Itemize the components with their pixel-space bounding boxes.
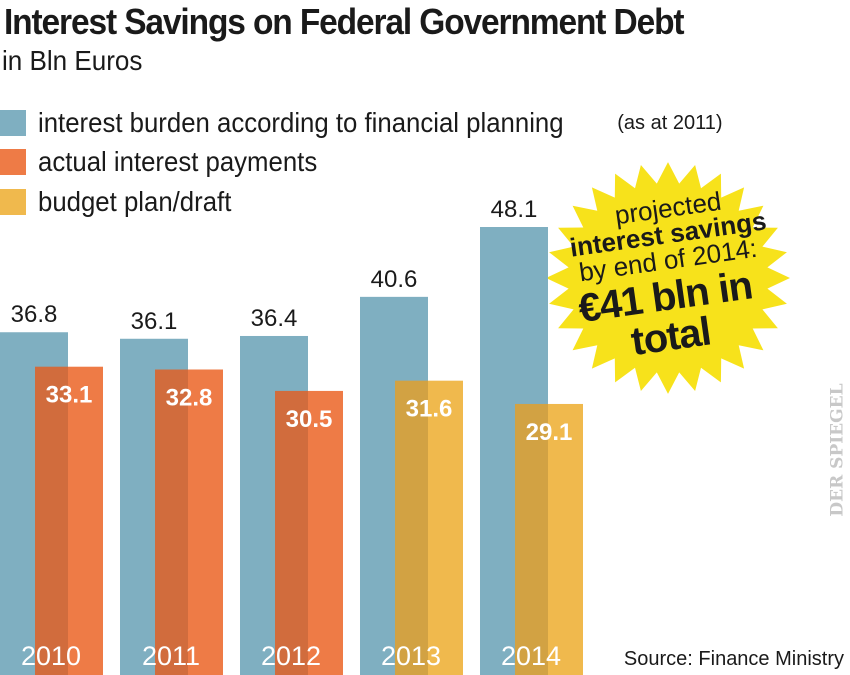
year-label-2012: 2012 xyxy=(261,641,321,671)
year-label-2013: 2013 xyxy=(381,641,441,671)
bar-overlap-2011 xyxy=(155,369,188,675)
value-label-planned-2010: 36.8 xyxy=(11,301,58,328)
bar-overlap-2012 xyxy=(275,390,308,675)
year-label-2011: 2011 xyxy=(142,641,200,671)
chart-subtitle: in Bln Euros xyxy=(2,45,143,76)
legend-swatch-actual xyxy=(0,149,26,175)
logo-text: DER SPIEGEL xyxy=(828,383,848,516)
bar-actual-2011 xyxy=(155,369,223,675)
legend-item-planned: interest burden according to financial p… xyxy=(0,107,723,138)
year-label-2014: 2014 xyxy=(501,641,561,671)
value-label-planned-2014: 48.1 xyxy=(491,196,538,223)
value-label-actual-2011: 32.8 xyxy=(166,385,213,412)
legend-label-budget: budget plan/draft xyxy=(38,186,232,217)
value-label-actual-2013: 31.6 xyxy=(406,396,453,423)
source-note: Source: Finance Ministry xyxy=(623,648,844,670)
bar-overlap-2013 xyxy=(395,380,428,675)
savings-callout: projected interest savings by end of 201… xyxy=(548,186,788,364)
legend-swatch-planned xyxy=(0,110,26,136)
bar-actual-2013 xyxy=(395,380,463,675)
legend-label-actual: actual interest payments xyxy=(38,146,318,177)
bar-overlap-2010 xyxy=(35,366,68,675)
bar-actual-2010 xyxy=(35,366,103,675)
value-label-actual-2012: 30.5 xyxy=(286,406,333,433)
bar-actual-2012 xyxy=(275,390,343,675)
value-label-planned-2013: 40.6 xyxy=(371,266,418,293)
legend-item-actual: actual interest payments xyxy=(0,146,342,177)
value-label-planned-2012: 36.4 xyxy=(251,305,298,332)
year-label-2010: 2010 xyxy=(21,641,81,671)
value-label-planned-2011: 36.1 xyxy=(131,308,178,335)
chart-title: Interest Savings on Federal Government D… xyxy=(4,1,685,42)
der-spiegel-logo: DER SPIEGEL xyxy=(828,383,848,516)
legend-label-planned: interest burden according to financial p… xyxy=(38,107,564,138)
bar-overlap-2014 xyxy=(515,403,548,675)
legend-item-budget: budget plan/draft xyxy=(0,186,248,217)
legend-note-planned: (as at 2011) xyxy=(617,111,723,134)
value-label-actual-2010: 33.1 xyxy=(46,382,93,409)
bar-actual-2014 xyxy=(515,403,583,675)
callout-starburst xyxy=(546,162,790,394)
value-label-actual-2014: 29.1 xyxy=(526,419,573,446)
legend-swatch-budget xyxy=(0,189,26,215)
